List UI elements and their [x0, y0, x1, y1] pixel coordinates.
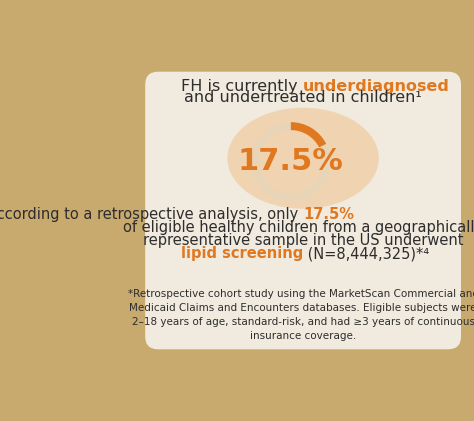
Text: lipid screening: lipid screening	[181, 246, 303, 261]
Text: of eligible healthy children from a geographically: of eligible healthy children from a geog…	[123, 220, 474, 235]
Text: *Retrospective cohort study using the MarketScan Commercial and
Medicaid Claims : *Retrospective cohort study using the Ma…	[128, 289, 474, 341]
FancyBboxPatch shape	[145, 72, 461, 349]
Text: 17.5%: 17.5%	[238, 147, 344, 176]
Text: and undertreated in children¹: and undertreated in children¹	[184, 91, 422, 105]
Text: 17.5%: 17.5%	[303, 207, 354, 222]
Ellipse shape	[228, 108, 379, 209]
Text: representative sample in the US underwent: representative sample in the US underwen…	[143, 233, 464, 248]
Text: (N=8,444,325)*⁴: (N=8,444,325)*⁴	[303, 246, 429, 261]
Text: underdiagnosed: underdiagnosed	[303, 79, 450, 94]
Text: According to a retrospective analysis, only: According to a retrospective analysis, o…	[0, 207, 303, 222]
Wedge shape	[291, 122, 326, 147]
Text: FH is currently: FH is currently	[182, 79, 303, 94]
Wedge shape	[251, 122, 330, 202]
